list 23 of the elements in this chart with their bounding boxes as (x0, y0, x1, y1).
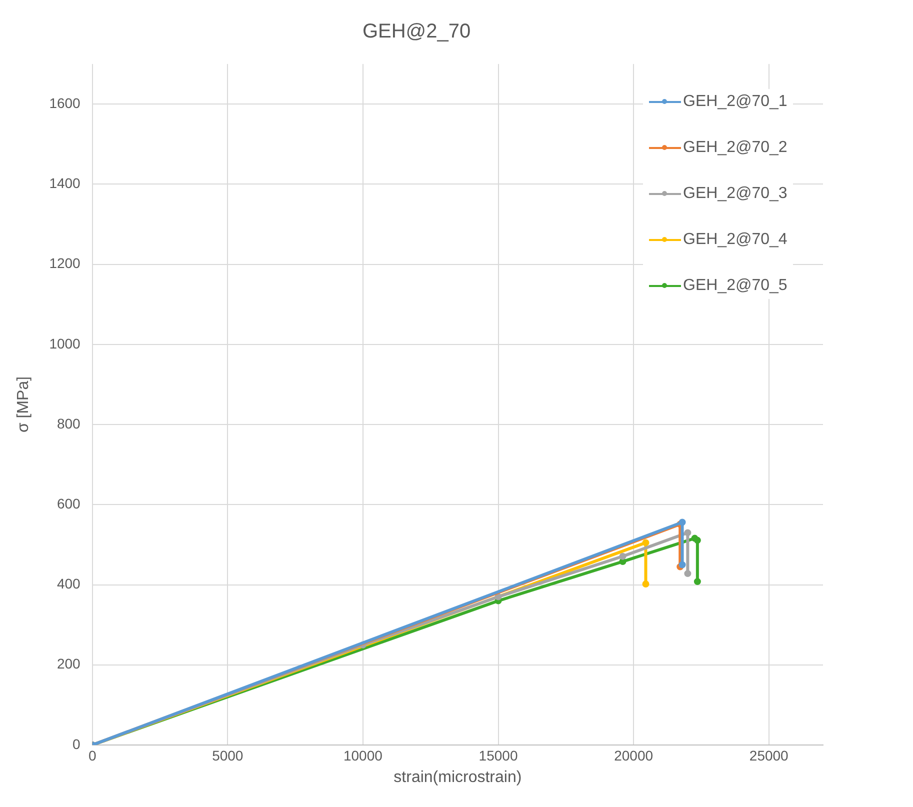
legend-label: GEH_2@70_3 (683, 185, 788, 203)
x-tick-label: 0 (88, 747, 96, 764)
legend-label: GEH_2@70_2 (683, 139, 788, 157)
y-tick-label: 0 (72, 736, 81, 752)
y-tick-label: 1600 (49, 94, 81, 111)
y-tick-label: 400 (56, 576, 81, 592)
y-axis-title: σ [MPa] (15, 376, 32, 433)
y-tick-label: 800 (56, 415, 81, 432)
x-tick-label: 25000 (749, 747, 789, 764)
y-tick-label: 200 (56, 656, 81, 672)
legend-label: GEH_2@70_5 (683, 277, 788, 295)
legend-label: GEH_2@70_1 (683, 93, 788, 111)
x-axis-title: strain(microstrain) (394, 768, 522, 786)
y-tick-label: 1400 (49, 175, 81, 192)
x-tick-label: 15000 (478, 747, 518, 764)
legend-label: GEH_2@70_4 (683, 231, 788, 249)
x-tick-label: 10000 (343, 747, 383, 764)
y-tick-label: 1200 (49, 255, 81, 272)
y-tick-label: 600 (56, 496, 81, 512)
x-tick-label: 5000 (212, 747, 244, 764)
x-tick-label: 20000 (614, 747, 654, 764)
y-tick-label: 1000 (49, 335, 81, 352)
chart-title: GEH@2_70 (362, 20, 471, 43)
